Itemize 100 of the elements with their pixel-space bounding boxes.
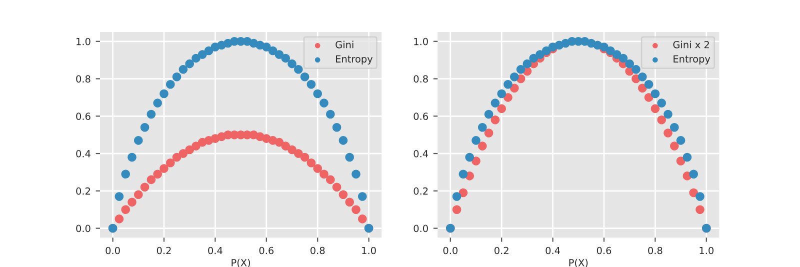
point (134, 190, 143, 200)
y-tick-label: 1.0 (414, 38, 428, 46)
point (510, 72, 519, 82)
point (185, 59, 194, 68)
point (478, 122, 487, 132)
point (281, 54, 290, 63)
point (696, 192, 704, 201)
point (472, 156, 480, 166)
x-tick-label: 0.8 (310, 246, 325, 254)
point (128, 152, 136, 162)
y-tick-label: 0.2 (414, 187, 428, 195)
point (300, 72, 310, 82)
point (458, 188, 468, 198)
y-tick-label: 0.0 (414, 224, 428, 232)
point (452, 205, 462, 214)
y-tick-label: 0.8 (76, 75, 90, 83)
legend-label: Entropy (674, 55, 710, 64)
point (306, 158, 316, 168)
point (676, 136, 686, 145)
point (465, 152, 474, 162)
x-tick-label: 0.0 (106, 246, 120, 254)
x-tick-label: 1.0 (362, 246, 376, 254)
point (529, 54, 538, 63)
point (345, 152, 354, 162)
point (320, 98, 328, 108)
legend-label: Gini x 2 (673, 40, 709, 48)
point (497, 104, 506, 114)
point (504, 93, 512, 102)
point (288, 59, 296, 68)
point (657, 98, 666, 108)
point (274, 50, 284, 59)
point (478, 142, 487, 150)
x-tick-label: 0.2 (156, 246, 171, 254)
point (452, 192, 462, 201)
point (294, 65, 303, 74)
point (326, 175, 335, 184)
point (670, 122, 679, 132)
point (313, 89, 322, 98)
y-tick-label: 0.4 (414, 150, 428, 158)
point (632, 65, 640, 74)
x-tick-label: 0.6 (596, 246, 612, 254)
point (358, 192, 367, 201)
point (490, 98, 500, 108)
point (689, 188, 698, 198)
y-tick-label: 0.4 (76, 150, 90, 158)
x-tick-label: 0.0 (443, 246, 458, 254)
point (612, 50, 622, 59)
point (274, 138, 284, 147)
point (178, 65, 188, 74)
point (689, 170, 698, 178)
point (121, 205, 130, 214)
point (204, 46, 214, 56)
point (352, 205, 360, 214)
point (516, 65, 526, 74)
point (497, 89, 506, 98)
point (358, 214, 367, 224)
y-tick-label: 1.0 (76, 38, 90, 46)
point (618, 54, 628, 63)
point (670, 142, 679, 150)
point (178, 149, 188, 158)
point (696, 205, 704, 214)
point (134, 136, 143, 145)
y-tick-label: 0.2 (76, 187, 90, 195)
point (160, 89, 168, 98)
point (650, 104, 660, 114)
point (510, 84, 519, 92)
point (121, 170, 130, 178)
point (536, 50, 544, 59)
point (128, 198, 136, 207)
point (345, 198, 354, 207)
point (484, 128, 494, 138)
point (166, 158, 175, 168)
y-tick-label: 0.6 (414, 112, 428, 120)
point (338, 136, 348, 145)
point (160, 164, 168, 173)
point (300, 152, 310, 162)
point (185, 145, 194, 154)
point (153, 170, 162, 178)
point (320, 170, 328, 178)
point (657, 115, 666, 124)
point (504, 80, 512, 89)
point (682, 152, 692, 162)
point (664, 128, 672, 138)
y-tick-label: 0.0 (76, 224, 90, 232)
point (146, 175, 156, 184)
point (332, 122, 342, 132)
point (664, 110, 672, 119)
point (146, 110, 156, 119)
point (294, 149, 303, 158)
point (638, 84, 647, 92)
point (140, 122, 150, 132)
point (625, 59, 634, 68)
point (262, 42, 271, 52)
x-tick-label: 0.6 (259, 246, 274, 254)
point (268, 46, 278, 56)
x-tick-label: 0.4 (208, 246, 222, 254)
x-tick-label: 1.0 (700, 246, 714, 254)
point (166, 80, 175, 89)
point (352, 170, 360, 178)
y-tick-label: 0.6 (76, 112, 90, 120)
